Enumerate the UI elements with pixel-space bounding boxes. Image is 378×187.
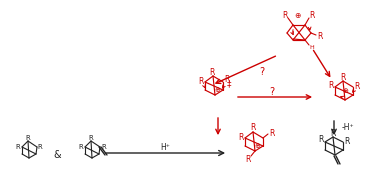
Text: ⊕: ⊕ [214, 87, 220, 93]
Text: R: R [250, 123, 256, 133]
Text: R: R [318, 136, 324, 145]
Text: R: R [15, 144, 20, 150]
Text: R: R [238, 134, 244, 142]
Text: H: H [310, 45, 314, 50]
Text: R: R [245, 154, 251, 163]
Text: ?: ? [259, 67, 265, 77]
Text: R: R [26, 135, 30, 141]
Text: ⊕: ⊕ [254, 143, 260, 149]
Text: R: R [309, 10, 315, 19]
Text: R: R [269, 128, 275, 137]
Text: R: R [354, 82, 360, 91]
Text: R: R [344, 137, 350, 146]
Text: ⊕: ⊕ [342, 88, 348, 94]
Text: &: & [53, 150, 61, 160]
Text: R: R [330, 128, 336, 137]
Text: R: R [38, 144, 42, 150]
Text: R: R [282, 10, 288, 19]
Text: R: R [328, 80, 334, 90]
Text: ⊕: ⊕ [294, 10, 300, 19]
Text: R: R [88, 135, 93, 141]
Text: R: R [198, 76, 204, 85]
Text: ‡: ‡ [227, 79, 231, 88]
Text: R: R [224, 74, 230, 84]
Text: H⁺: H⁺ [160, 142, 170, 151]
Text: R: R [102, 144, 106, 150]
Text: R: R [209, 68, 215, 76]
Text: R: R [340, 73, 346, 82]
Text: ?: ? [270, 87, 274, 97]
Text: -H⁺: -H⁺ [342, 123, 354, 133]
Text: R: R [317, 31, 323, 41]
Text: R: R [79, 144, 84, 150]
